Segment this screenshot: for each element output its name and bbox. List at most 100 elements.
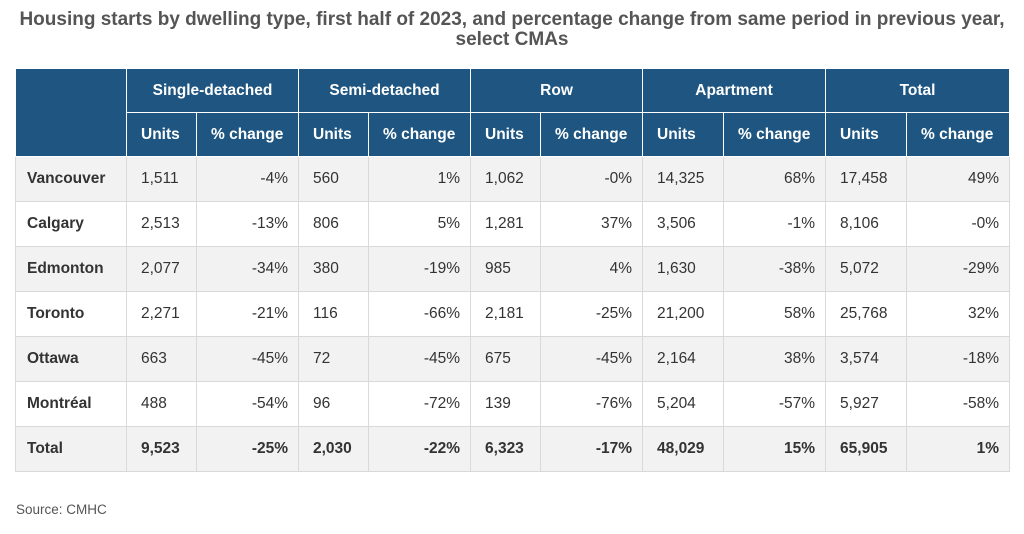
pct-change-cell: 58% — [723, 291, 827, 337]
pct-change-cell: -0% — [540, 156, 644, 202]
units-cell: 116 — [298, 291, 369, 337]
group-header-row: Single-detached Semi-detached Row Apartm… — [15, 68, 1011, 157]
units-cell: 2,181 — [470, 291, 542, 337]
units-cell: 985 — [470, 246, 542, 292]
units-cell: 72 — [298, 336, 369, 382]
units-cell: 663 — [126, 336, 197, 382]
table-row: Montréal 488 -54% 96 -72% 139 -76% 5,204 -57% 5,9… — [15, 381, 1011, 427]
pct-change-cell: -18% — [906, 336, 1011, 382]
table-row: Edmonton 2,077 -34% 380 -19% 985 4% 1,630 -38% 5,… — [15, 246, 1011, 292]
table-row: Toronto 2,271 -21% 116 -66% 2,181 -25% 21,200 58… — [15, 291, 1011, 337]
row-label: Ottawa — [15, 336, 127, 382]
units-cell: 139 — [470, 381, 542, 427]
units-cell: 5,204 — [642, 381, 725, 427]
row-label: Calgary — [15, 201, 127, 247]
pct-change-cell: -45% — [367, 336, 472, 382]
units-header: Units — [298, 112, 369, 157]
pct-change-cell: 37% — [540, 201, 644, 247]
pct-change-cell: 38% — [723, 336, 827, 382]
pct-change-cell: 15% — [723, 426, 827, 472]
pct-change-header: % change — [367, 112, 472, 157]
units-cell: 17,458 — [825, 156, 908, 202]
units-cell: 96 — [298, 381, 369, 427]
units-header: Units — [825, 112, 908, 157]
pct-change-cell: 32% — [906, 291, 1011, 337]
pct-change-cell: -17% — [540, 426, 644, 472]
pct-change-cell: -45% — [540, 336, 644, 382]
units-cell: 25,768 — [825, 291, 908, 337]
units-cell: 2,077 — [126, 246, 197, 292]
units-header: Units — [470, 112, 542, 157]
corner-header-cell — [15, 68, 127, 157]
units-cell: 21,200 — [642, 291, 725, 337]
units-cell: 3,506 — [642, 201, 725, 247]
units-cell: 1,630 — [642, 246, 725, 292]
row-label: Montréal — [15, 381, 127, 427]
pct-change-cell: -22% — [367, 426, 472, 472]
pct-change-cell: -58% — [906, 381, 1011, 427]
units-cell: 14,325 — [642, 156, 725, 202]
pct-change-header: % change — [906, 112, 1011, 157]
units-cell: 2,271 — [126, 291, 197, 337]
pct-change-header: % change — [723, 112, 827, 157]
pct-change-cell: -4% — [196, 156, 299, 202]
pct-change-cell: -19% — [367, 246, 472, 292]
pct-change-cell: -38% — [723, 246, 827, 292]
units-cell: 6,323 — [470, 426, 542, 472]
group-header-single-detached: Single-detached — [126, 68, 299, 113]
row-label: Vancouver — [15, 156, 127, 202]
units-cell: 5,072 — [825, 246, 908, 292]
units-cell: 2,030 — [298, 426, 369, 472]
pct-change-cell: -25% — [540, 291, 644, 337]
table-row: Vancouver 1,511 -4% 560 1% 1,062 -0% 14,325 68% 1… — [15, 156, 1011, 202]
units-cell: 1,511 — [126, 156, 197, 202]
units-cell: 2,164 — [642, 336, 725, 382]
units-cell: 1,281 — [470, 201, 542, 247]
pct-change-cell: -76% — [540, 381, 644, 427]
units-cell: 1,062 — [470, 156, 542, 202]
group-header-semi-detached: Semi-detached — [297, 68, 472, 113]
pct-change-cell: 5% — [367, 201, 472, 247]
table-row: Calgary 2,513 -13% 806 5% 1,281 37% 3,506 -1% 8,1… — [15, 201, 1011, 247]
housing-starts-table: Single-detached Semi-detached Row Apartm… — [15, 68, 1011, 472]
pct-change-cell: 1% — [367, 156, 472, 202]
row-label: Toronto — [15, 291, 127, 337]
table-title: Housing starts by dwelling type, first h… — [19, 9, 1005, 50]
table-row: Ottawa 663 -45% 72 -45% 675 -45% 2,164 38% 3,574-… — [15, 336, 1011, 382]
group-header-apartment: Apartment — [642, 68, 827, 113]
units-cell: 380 — [298, 246, 369, 292]
group-header-total: Total — [825, 68, 1011, 113]
units-cell: 48,029 — [642, 426, 725, 472]
group-header-row: Row — [470, 68, 644, 113]
pct-change-cell: -34% — [196, 246, 299, 292]
source-note: Source: CMHC — [16, 502, 107, 517]
pct-change-header: % change — [540, 112, 644, 157]
pct-change-cell: -66% — [367, 291, 472, 337]
units-cell: 3,574 — [825, 336, 908, 382]
pct-change-cell: 68% — [723, 156, 827, 202]
table-body: Vancouver 1,511 -4% 560 1% 1,062 -0% 14,325 68% 1… — [15, 156, 1011, 472]
sub-header-row: Units % change Units % change Units % ch… — [16, 112, 1011, 157]
units-cell: 5,927 — [825, 381, 908, 427]
pct-change-cell: 1% — [906, 426, 1011, 472]
pct-change-header: % change — [196, 112, 299, 157]
units-cell: 675 — [470, 336, 542, 382]
units-cell: 806 — [298, 201, 369, 247]
units-cell: 9,523 — [126, 426, 197, 472]
pct-change-cell: 4% — [540, 246, 644, 292]
pct-change-cell: -25% — [196, 426, 299, 472]
units-cell: 8,106 — [825, 201, 908, 247]
units-header: Units — [126, 112, 197, 157]
pct-change-cell: -54% — [196, 381, 299, 427]
units-cell: 65,905 — [825, 426, 908, 472]
pct-change-cell: -72% — [367, 381, 472, 427]
units-header: Units — [642, 112, 725, 157]
pct-change-cell: -45% — [196, 336, 299, 382]
pct-change-cell: -21% — [196, 291, 299, 337]
units-cell: 560 — [298, 156, 369, 202]
pct-change-cell: -29% — [906, 246, 1011, 292]
pct-change-cell: 49% — [906, 156, 1011, 202]
pct-change-cell: -0% — [906, 201, 1011, 247]
total-row: Total 9,523 -25% 2,030 -22% 6,323 -17% 48,029 15… — [15, 426, 1011, 472]
pct-change-cell: -13% — [196, 201, 299, 247]
